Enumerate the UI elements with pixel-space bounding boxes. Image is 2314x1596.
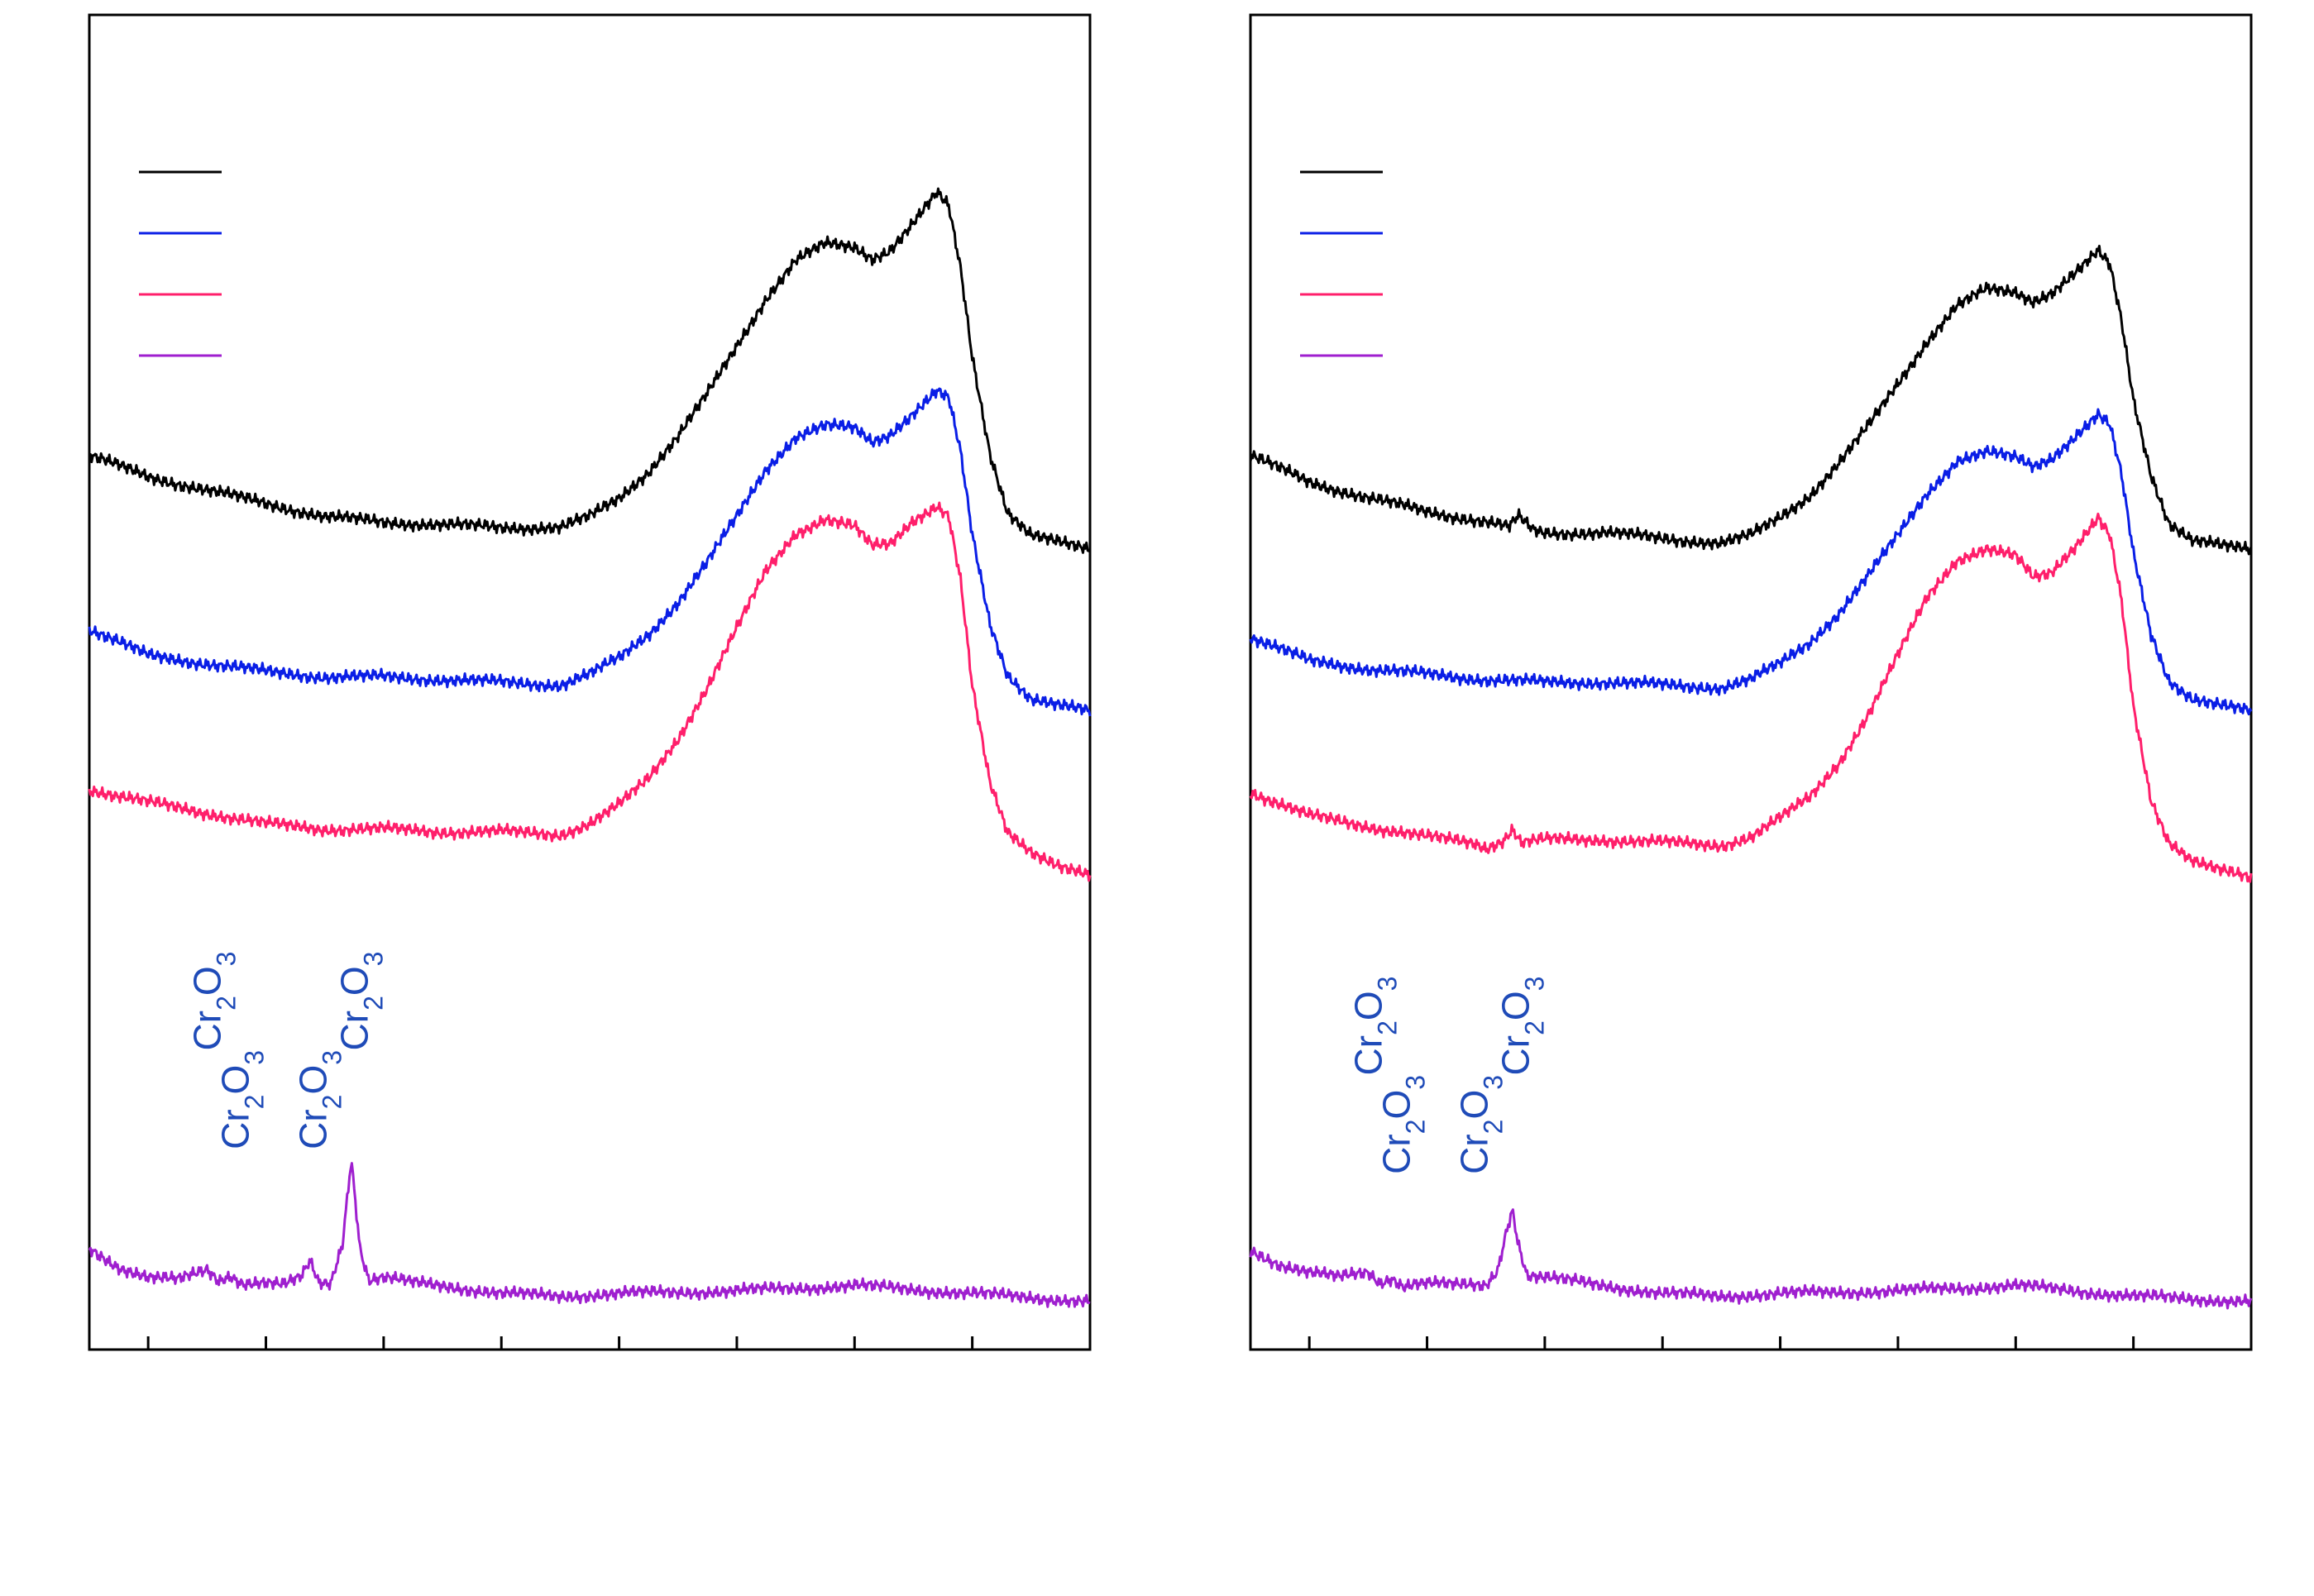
cr2o3-label-part: 2 <box>317 1095 347 1110</box>
series-line-1 <box>88 187 1091 554</box>
series-line-1 <box>1249 245 2253 556</box>
cr2o3-label-part: 3 <box>211 952 241 967</box>
cr2o3-label-part: Cr <box>332 1011 375 1051</box>
series-line-2 <box>88 387 1092 717</box>
plot-frame <box>88 13 1092 1351</box>
cr2o3-label-part: Cr <box>185 1011 228 1051</box>
series-line-3 <box>1249 512 2253 883</box>
plot-frame <box>1249 13 2253 1351</box>
cr2o3-label-part: Cr <box>1452 1134 1495 1174</box>
cr2o3-label-3: Cr2O3 <box>1452 1075 1508 1174</box>
cr2o3-label-part: 2 <box>358 996 388 1011</box>
cr2o3-label-part: O <box>1346 991 1389 1020</box>
cr2o3-label-part: O <box>332 966 375 996</box>
cr2o3-label-part: 2 <box>211 996 241 1011</box>
series-line-3 <box>88 501 1092 882</box>
cr2o3-label-2: Cr2O3 <box>1375 1075 1431 1174</box>
cr2o3-label-part: 3 <box>317 1050 347 1065</box>
cr2o3-label-3: Cr2O3 <box>291 1050 347 1149</box>
cr2o3-label-1: Cr2O3 <box>185 952 241 1051</box>
cr2o3-label-part: O <box>185 966 228 996</box>
cr2o3-label-2: Cr2O3 <box>214 1050 270 1149</box>
cr2o3-label-part: 2 <box>1372 1020 1402 1035</box>
cr2o3-label-part: 2 <box>1478 1120 1508 1135</box>
cr2o3-label-part: O <box>291 1065 334 1095</box>
cr2o3-label-part: 3 <box>1372 977 1402 992</box>
cr2o3-label-part: 3 <box>1519 977 1549 992</box>
cr2o3-label-1: Cr2O3 <box>1346 977 1402 1076</box>
cr2o3-label-part: 2 <box>1519 1020 1549 1035</box>
cr2o3-label-part: O <box>1375 1090 1418 1120</box>
cr2o3-label-part: 2 <box>240 1095 270 1110</box>
cr2o3-label-part: 2 <box>1401 1120 1431 1135</box>
cr2o3-label-part: Cr <box>1375 1134 1418 1174</box>
cr2o3-label-part: Cr <box>214 1109 257 1149</box>
series-line-4 <box>1249 1208 2253 1310</box>
cr2o3-label-part: 3 <box>1401 1075 1431 1090</box>
cr2o3-label-part: Cr <box>1494 1035 1537 1076</box>
cr2o3-label-part: Cr <box>1346 1035 1389 1076</box>
cr2o3-label-4: Cr2O3 <box>1494 977 1549 1076</box>
cr2o3-label-part: 3 <box>1478 1075 1508 1090</box>
series-line-4 <box>88 1162 1091 1308</box>
cr2o3-label-part: O <box>1494 991 1537 1020</box>
cr2o3-label-part: Cr <box>291 1109 334 1149</box>
cr2o3-label-part: O <box>1452 1090 1495 1120</box>
series-line-2 <box>1249 408 2253 716</box>
cr2o3-label-part: 3 <box>358 952 388 967</box>
cr2o3-label-part: 3 <box>240 1050 270 1065</box>
cr2o3-label-4: Cr2O3 <box>332 952 388 1051</box>
cr2o3-label-part: O <box>214 1065 257 1095</box>
